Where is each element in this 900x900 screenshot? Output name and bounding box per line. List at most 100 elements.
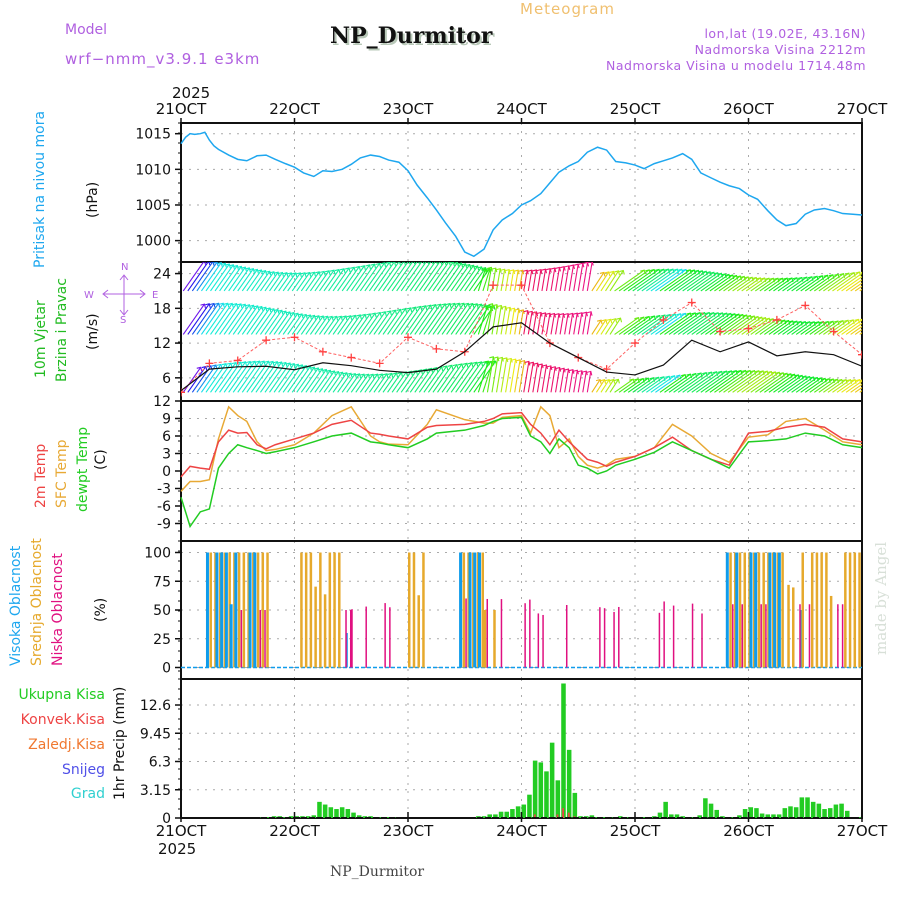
- wind-arrowhead: [406, 307, 413, 313]
- wind-arrowhead: [273, 361, 279, 366]
- wind-arrowhead: [351, 372, 357, 378]
- gust-marker: [318, 347, 327, 356]
- wind-arrow: [205, 263, 226, 292]
- wind-arrow: [814, 378, 834, 393]
- wind-arrow: [459, 361, 482, 393]
- cloud-bar-low: [613, 611, 615, 668]
- wind-arrowhead: [212, 262, 219, 267]
- wind-arrow: [455, 264, 475, 292]
- panel-frame: [180, 678, 863, 819]
- wind-arrowhead: [346, 315, 353, 320]
- wind-arrowhead: [527, 310, 534, 316]
- wind-arrow: [609, 270, 624, 292]
- wind-arrow: [586, 262, 593, 292]
- wind-speed-line: [181, 322, 862, 392]
- y-tick-label: 0: [162, 464, 171, 480]
- wind-arrowhead: [386, 310, 392, 316]
- wind-arrow: [650, 268, 683, 292]
- bottom-date-label: 25OCT: [610, 822, 661, 840]
- wind-arrow: [545, 365, 552, 393]
- wind-arrow: [341, 315, 356, 335]
- wind-arrow: [745, 277, 765, 292]
- wind-arrow: [750, 277, 770, 292]
- wind-arrowhead: [550, 267, 557, 273]
- cloud-bar-low: [837, 604, 839, 668]
- wind-arrow: [509, 308, 516, 335]
- wind-arrow: [269, 310, 287, 335]
- wind-arrowhead: [250, 360, 257, 366]
- wind-arrow: [505, 358, 512, 393]
- precip-bar-total: [538, 762, 544, 818]
- wind-arrow: [555, 267, 560, 292]
- precip-bar-total: [714, 809, 719, 818]
- wind-arrow: [791, 321, 811, 335]
- precip-bar-total: [305, 816, 311, 818]
- wind-arrowhead: [370, 263, 377, 269]
- wind-arrowhead: [447, 364, 454, 370]
- wind-arrowhead: [366, 313, 372, 318]
- wind-arrow: [832, 271, 860, 292]
- wind-arrow: [287, 313, 303, 335]
- wind-arrowhead: [241, 303, 247, 309]
- wind-arrow: [459, 303, 482, 335]
- wind-arrowhead: [229, 264, 235, 269]
- wind-arrow: [296, 366, 315, 393]
- y-tick-label: 100: [144, 546, 171, 562]
- gust-marker: [829, 327, 838, 336]
- wind-arrow: [641, 376, 665, 393]
- wind-arrow: [214, 303, 238, 335]
- wind-arrow: [250, 307, 271, 335]
- wind-arrow: [287, 365, 307, 393]
- wind-arrow: [750, 318, 774, 335]
- subtitle: Meteogram: [520, 0, 615, 18]
- wind-arrow: [305, 368, 323, 393]
- wind-arrow: [482, 361, 494, 393]
- precip-bar-total: [510, 809, 515, 818]
- cloud-bar-mid: [323, 594, 327, 668]
- wind-arrowhead: [281, 310, 288, 316]
- cloud-bar-low: [565, 605, 568, 668]
- wind-arrow: [514, 270, 519, 292]
- precip-bar-convective: [567, 812, 570, 818]
- wind-arrowhead: [609, 270, 616, 276]
- wind-arrow: [782, 277, 803, 292]
- wind-arrow: [845, 322, 862, 335]
- wind-arrow: [237, 305, 259, 335]
- wind-arrowhead: [481, 268, 487, 274]
- wind-arrow: [450, 264, 471, 292]
- wind-arrow: [450, 362, 473, 393]
- bottom-date-label: 21OCT: [156, 822, 207, 840]
- wind-arrowhead: [441, 303, 447, 309]
- wind-arrow: [414, 262, 436, 292]
- wind-arrow: [709, 370, 742, 393]
- wind-arrowhead: [515, 359, 522, 364]
- wind-arrow: [468, 361, 492, 393]
- wind-arrow: [264, 271, 279, 292]
- wind-arrow: [328, 268, 345, 292]
- wind-arrow: [854, 328, 862, 335]
- wind-arrow: [368, 262, 391, 292]
- temp-unit: (C): [93, 449, 109, 470]
- wind-arrow: [400, 306, 422, 335]
- wind-arrow: [673, 312, 705, 335]
- wind-arrow: [300, 271, 315, 292]
- wind-arrow: [382, 372, 397, 393]
- bottom-date-label: 26OCT: [723, 822, 774, 840]
- wind-arrow: [337, 372, 352, 393]
- precip-bar-total: [345, 809, 351, 818]
- wind-arrow: [482, 306, 493, 335]
- wind-arrowhead: [273, 308, 280, 314]
- wind-arrow: [514, 359, 521, 393]
- y-tick-label: 6.3: [149, 755, 171, 771]
- y-tick-label: 18: [153, 301, 171, 317]
- wind-arrowhead: [356, 314, 362, 320]
- wind-arrow: [214, 264, 234, 292]
- wind-arrowhead: [302, 313, 308, 319]
- wind-arrowhead: [514, 308, 521, 314]
- wind-arrow: [418, 303, 441, 335]
- wind-arrow: [682, 271, 711, 292]
- wind-arrowhead: [277, 309, 284, 315]
- wind-arrowhead: [264, 360, 271, 366]
- cloud-bar-low: [701, 613, 703, 668]
